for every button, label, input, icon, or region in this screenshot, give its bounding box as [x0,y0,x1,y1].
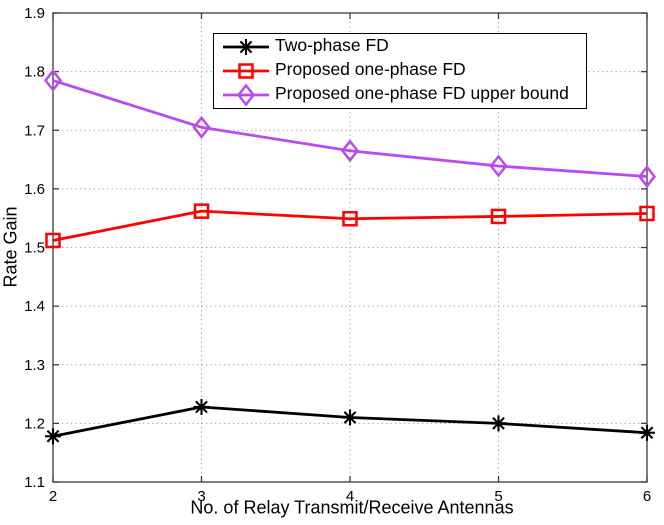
legend-label: Two-phase FD [275,35,389,56]
square-marker [490,208,507,225]
series-line-1 [52,209,648,242]
y-tick-label: 1.5 [24,240,45,257]
y-axis-title: Rate Gain [0,206,21,288]
square-marker [45,232,61,249]
asterisk-marker [342,409,358,426]
square-marker [639,205,655,222]
x-tick-label: 6 [643,488,651,505]
y-tick-label: 1.8 [24,64,45,81]
x-axis-title: No. of Relay Transmit/Receive Antennas [190,497,514,518]
diamond-marker [192,115,211,139]
x-tick-label: 4 [346,488,354,505]
asterisk-marker [193,398,210,415]
y-tick-label: 1.3 [24,357,45,374]
series-diamond [43,68,657,189]
square-marker [238,63,254,79]
asterisk-marker [45,428,61,445]
series-line-2 [52,79,648,178]
legend: Two-phase FD Proposed one-phase FD Propo… [213,33,587,109]
legend-diamond-marker-icon [223,84,269,106]
series-asterisk [45,398,655,445]
x-tick-label: 2 [49,488,57,505]
square-marker [342,211,358,227]
tick-labels: 1.1 1.2 1.3 1.4 1.5 1.6 1.7 1.8 1.9 2 3 4 5 6 [24,5,651,505]
y-tick-label: 1.6 [24,181,45,198]
diamond-marker [43,68,63,92]
legend-item-proposed-one-phase-fd-upper-bound: Proposed one-phase FD upper bound [221,84,586,106]
square-marker [193,203,210,219]
diamond-marker [236,84,256,106]
asterisk-marker [639,424,655,441]
diamond-marker [489,154,508,178]
y-tick-label: 1.7 [24,122,45,139]
y-tick-label: 1.1 [24,474,45,491]
legend-label: Proposed one-phase FD upper bound [275,83,569,104]
gridlines [53,13,647,482]
y-tick-label: 1.4 [24,298,45,315]
series-square [45,203,655,249]
legend-asterisk-marker-icon [223,39,269,55]
asterisk-marker [238,39,254,55]
y-tick-label: 1.9 [24,5,45,22]
legend-item-proposed-one-phase-fd: Proposed one-phase FD [221,60,586,82]
x-tick-label: 3 [197,488,205,505]
diamond-marker [340,139,360,163]
tick-marks [52,12,648,483]
diamond-marker [637,165,657,189]
legend-label: Proposed one-phase FD [275,59,466,80]
x-tick-label: 5 [494,488,502,505]
legend-item-two-phase-fd: Two-phase FD [221,36,586,58]
y-tick-label: 1.2 [24,415,45,432]
legend-square-marker-icon [223,63,269,79]
asterisk-marker [490,415,507,432]
